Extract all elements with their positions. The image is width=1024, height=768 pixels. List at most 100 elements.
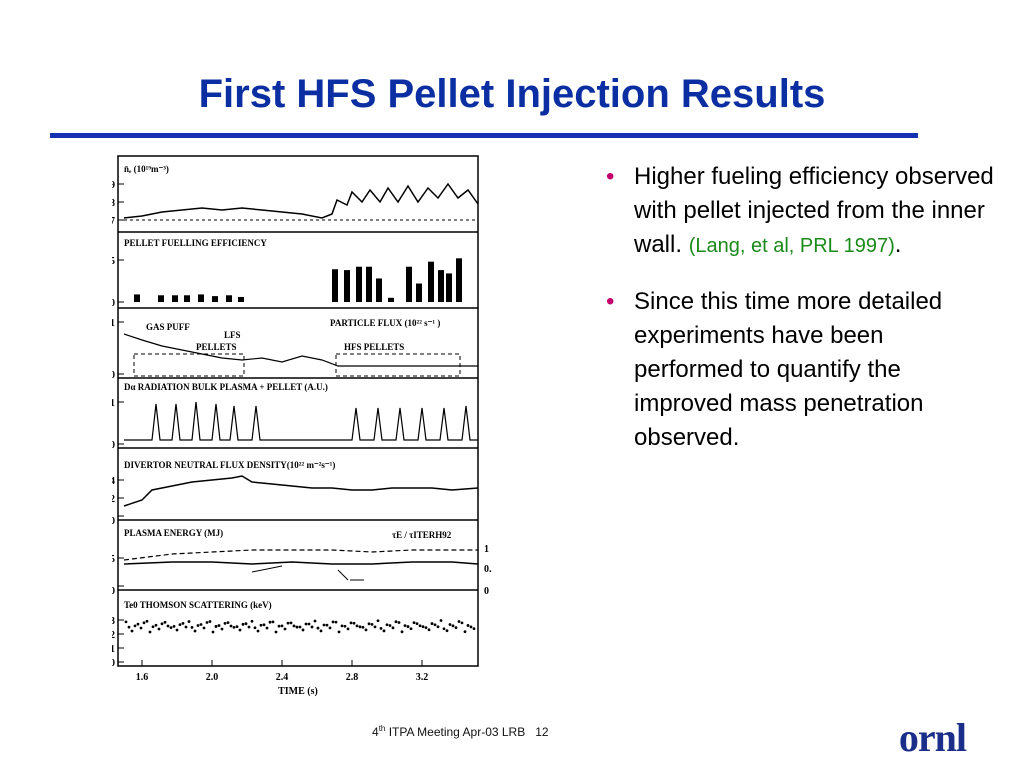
te0-point [310, 625, 314, 629]
te0-point [346, 627, 350, 631]
bullet-marker: • [606, 163, 615, 190]
te0-point [436, 625, 440, 629]
svg-text:PARTICLE FLUX (10²² s⁻¹ ): PARTICLE FLUX (10²² s⁻¹ ) [330, 318, 440, 328]
efficiency-bar [376, 278, 382, 302]
te0-point [400, 630, 404, 634]
te0-point [163, 620, 167, 624]
te0-point [472, 627, 476, 631]
te0-point [187, 620, 191, 623]
te0-point [361, 625, 365, 629]
te0-point [352, 621, 356, 625]
te0-point [412, 621, 416, 625]
te0-point [124, 620, 128, 624]
figure-svg: 9 8 7 0.5 0 1 0 1 0 4 2 0 0.5 0 3 2 1 0 1 0.5 0 n̄ₑ (… [103, 155, 497, 697]
svg-text:n̄ₑ (10¹⁹m⁻³): n̄ₑ (10¹⁹m⁻³) [124, 164, 169, 174]
te0-point [454, 626, 458, 630]
efficiency-bar [438, 270, 444, 302]
te0-point [298, 625, 302, 629]
svg-text:0.5: 0.5 [484, 564, 492, 575]
te0-point [325, 623, 329, 627]
te0-point [280, 624, 284, 628]
te0-point [373, 625, 377, 629]
te0-point [181, 621, 185, 625]
te0-point [151, 625, 155, 629]
efficiency-bar [198, 294, 204, 302]
te0-point [244, 622, 248, 626]
svg-text:PELLET FUELLING EFFICIENCY: PELLET FUELLING EFFICIENCY [124, 238, 267, 248]
svg-text:1: 1 [484, 544, 489, 555]
efficiency-bar [456, 258, 462, 302]
te0-point [466, 624, 470, 627]
svg-text:TIME (s): TIME (s) [278, 686, 318, 697]
te0-point [448, 623, 452, 626]
te0-point [241, 622, 245, 626]
efficiency-bar [446, 273, 452, 302]
te0-point [133, 624, 137, 628]
te0-point [334, 620, 338, 624]
te0-point [175, 628, 179, 632]
te0-point [391, 626, 395, 630]
te0-point [274, 630, 278, 634]
te0-point [307, 622, 311, 626]
efficiency-bar [416, 283, 422, 302]
te0-point [424, 626, 428, 630]
te0-point [226, 621, 230, 625]
te0-point [331, 620, 335, 624]
slide-title: First HFS Pellet Injection Results [198, 72, 826, 116]
te0-point [250, 619, 254, 623]
te0-point [268, 620, 272, 624]
title-divider [50, 133, 918, 138]
te0-point [193, 629, 197, 633]
svg-text:7: 7 [112, 216, 115, 227]
te0-point [337, 630, 341, 634]
te0-point [232, 625, 236, 629]
efficiency-bar [134, 294, 140, 302]
te0-point [319, 629, 323, 633]
te0-point [247, 625, 251, 629]
te0-point [358, 625, 362, 629]
svg-text:0: 0 [112, 370, 115, 381]
svg-text:1: 1 [112, 318, 115, 329]
figure-frame [117, 155, 479, 667]
te0-point [178, 623, 182, 627]
te0-point [289, 621, 293, 625]
efficiency-bar [226, 295, 232, 302]
ornl-logo: ornl [898, 715, 967, 760]
te0-point [208, 620, 212, 623]
te0-point [283, 627, 287, 631]
svg-text:3.2: 3.2 [416, 672, 429, 683]
te0-point [190, 626, 194, 629]
te0-point [382, 629, 386, 633]
svg-text:2: 2 [112, 494, 115, 505]
svg-text:0: 0 [112, 440, 115, 451]
citation: (Lang, et al, PRL 1997) [688, 235, 895, 257]
te0-point [415, 622, 419, 626]
te0-point [172, 624, 176, 628]
te0-point [376, 619, 380, 623]
efficiency-bar [184, 295, 190, 302]
te0-point [130, 629, 134, 633]
te0-point [379, 627, 383, 630]
bullet-list: • Higher fueling efficiency observed wit… [606, 160, 996, 477]
te0-point [367, 622, 371, 626]
efficiency-bar [172, 295, 178, 302]
te0-point [157, 627, 161, 631]
te0-point [442, 627, 446, 631]
te0-point [277, 624, 281, 628]
svg-text:0: 0 [112, 586, 115, 597]
svg-text:2.8: 2.8 [346, 672, 359, 683]
footer-meeting: ITPA Meeting Apr-03 LRB [388, 725, 526, 739]
te0-point [322, 623, 326, 627]
svg-text:GAS PUFF: GAS PUFF [146, 322, 190, 332]
te0-point [145, 619, 149, 623]
te0-point [253, 626, 257, 630]
te0-point [430, 622, 434, 625]
te0-point [205, 621, 209, 624]
svg-text:0: 0 [112, 516, 115, 527]
te0-point [409, 627, 413, 631]
te0-point [328, 626, 332, 630]
te0-point [418, 624, 422, 628]
te0-point [166, 624, 170, 628]
te0-point [304, 622, 308, 626]
te0-point [160, 622, 164, 626]
